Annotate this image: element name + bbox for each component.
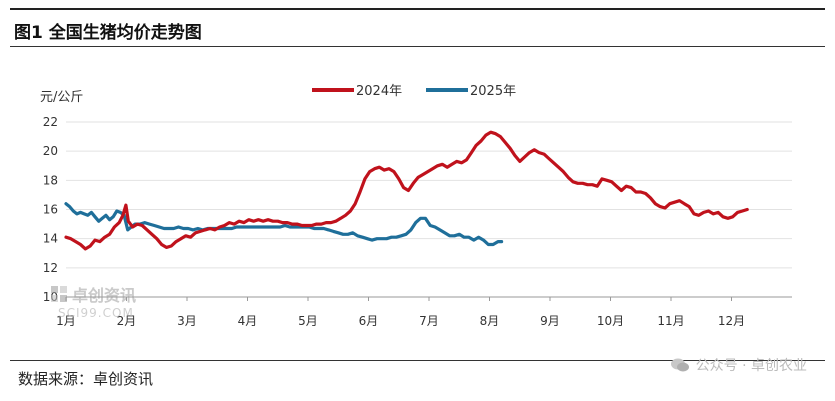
- top-rule: [10, 8, 825, 10]
- legend-label: 2025年: [470, 84, 516, 99]
- legend-label: 2024年: [356, 84, 402, 99]
- y-tick-label: 22: [43, 115, 58, 129]
- x-tick-label: 4月: [238, 314, 258, 328]
- y-tick-label: 16: [43, 203, 58, 217]
- x-tick-label: 12月: [718, 314, 745, 328]
- title-rule: [10, 46, 825, 47]
- series-line-0: [64, 130, 749, 251]
- gridlines: [66, 121, 792, 269]
- x-tick-label: 6月: [359, 314, 379, 328]
- wechat-watermark: 公众号 · 卓创农业: [670, 355, 807, 375]
- y-tick-label: 12: [43, 261, 58, 275]
- y-tick-label: 18: [43, 173, 58, 187]
- x-tick-label: 9月: [540, 314, 560, 328]
- y-tick-label: 14: [43, 232, 58, 246]
- watermark-logo: 卓创资讯: [50, 282, 136, 306]
- x-tick-label: 7月: [419, 314, 439, 328]
- x-tick-label: 10月: [597, 314, 624, 328]
- legend: 2024年 2025年: [312, 84, 516, 99]
- watermark-mark-icon: [51, 286, 67, 302]
- x-tick-label: 2月: [117, 314, 137, 328]
- watermark-brand: 卓创资讯: [72, 286, 137, 305]
- figure-title: 图1 全国生猪均价走势图: [14, 23, 202, 43]
- data-source: 数据来源：卓创资讯: [18, 370, 154, 388]
- series-group: [64, 130, 749, 251]
- y-tick-label: 20: [43, 144, 58, 158]
- wechat-icon: [670, 358, 689, 372]
- x-axis-ticks: 1月 2月 3月 4月 5月 6月 7月 8月 9月 10月 11月 12月: [56, 297, 745, 328]
- x-tick-label: 3月: [177, 314, 197, 328]
- x-tick-label: 11月: [657, 314, 684, 328]
- y-axis-unit: 元/公斤: [40, 90, 83, 105]
- x-tick-label: 8月: [480, 314, 500, 328]
- x-tick-label: 5月: [298, 314, 318, 328]
- wechat-text: 公众号 · 卓创农业: [695, 358, 807, 374]
- bottom-rule: [10, 360, 825, 361]
- watermark-sub: SCI99.COM: [58, 306, 134, 320]
- x-tick-label: 1月: [56, 314, 76, 328]
